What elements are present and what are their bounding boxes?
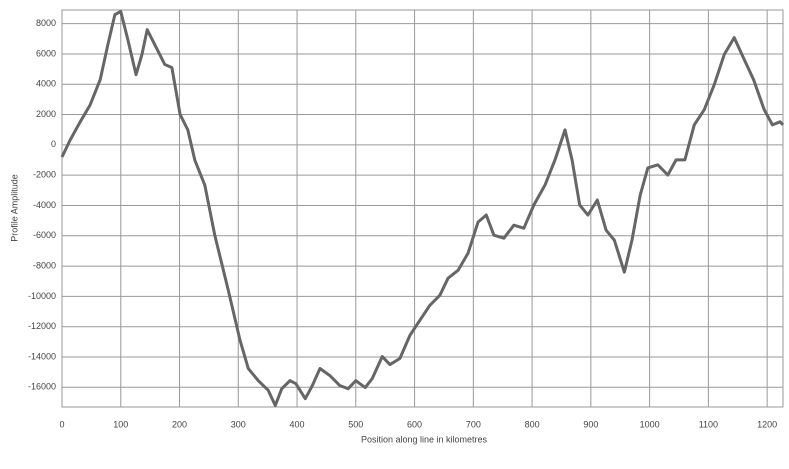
x-tick-label: 900	[583, 419, 598, 429]
data-line	[60, 10, 785, 407]
x-axis-title: Position along line in kilometres	[361, 434, 488, 444]
y-tick-label: -6000	[33, 230, 56, 240]
x-tick-label: 1200	[757, 419, 777, 429]
x-tick-label: 800	[525, 419, 540, 429]
plot-frame	[61, 9, 784, 408]
x-tick-label: 300	[231, 419, 246, 429]
y-axis-title: Profile Amplitude	[9, 174, 19, 242]
y-tick-label: 2000	[36, 109, 56, 119]
x-tick-label: 0	[59, 419, 64, 429]
x-tick-label: 1100	[699, 419, 718, 429]
y-tick-label: -4000	[33, 200, 56, 210]
y-tick-label: -14000	[28, 351, 56, 361]
y-tick-label: 0	[51, 139, 56, 149]
y-tick-label: -12000	[28, 321, 56, 331]
y-tick-label: 8000	[36, 18, 56, 28]
y-tick-label: -8000	[33, 260, 56, 270]
x-tick-label: 400	[290, 419, 305, 429]
y-tick-label: -16000	[28, 382, 56, 392]
y-tick-label: -2000	[33, 170, 56, 180]
x-tick-label: 700	[466, 419, 481, 429]
y-tick-label: -10000	[28, 291, 56, 301]
x-tick-label: 200	[172, 419, 187, 429]
x-tick-label: 500	[348, 419, 363, 429]
x-tick-label: 100	[113, 419, 128, 429]
y-tick-label: 6000	[36, 48, 56, 58]
x-tick-label: 600	[407, 419, 422, 429]
y-tick-label: 4000	[36, 79, 56, 89]
x-tick-label: 1000	[640, 419, 660, 429]
